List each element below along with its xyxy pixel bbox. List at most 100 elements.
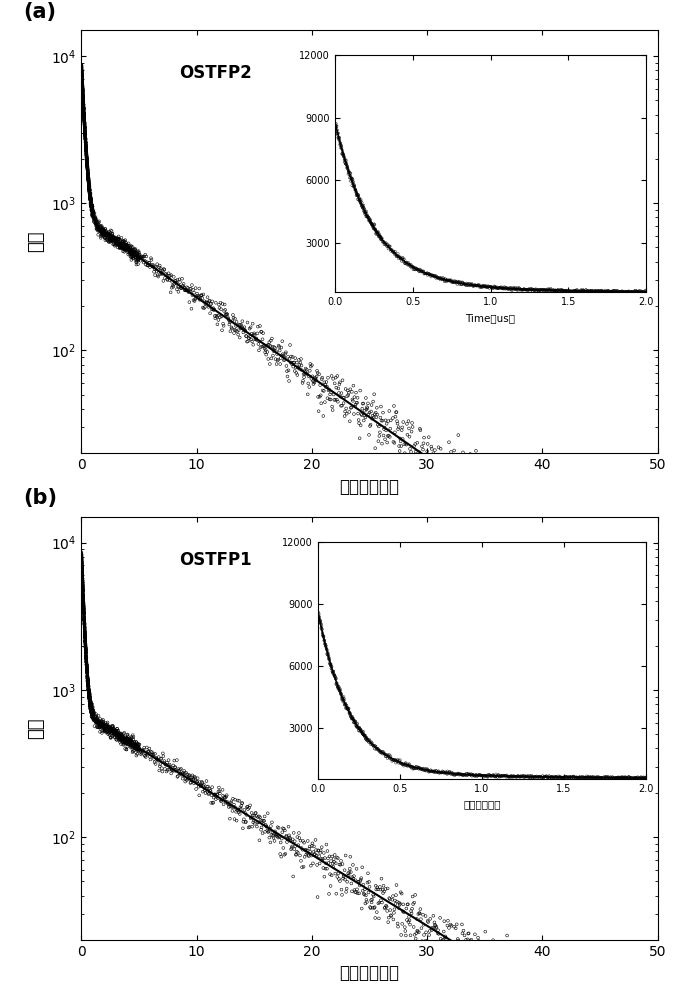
Point (439, 460, 450, 476)
Point (367, 394, 378, 410)
Point (159, 270, 170, 286)
Point (203, 299, 214, 315)
Point (129, 736, 140, 752)
Point (313, 389, 323, 405)
Point (81, 663, 92, 679)
Point (83, 681, 94, 697)
Point (81, 653, 92, 669)
Point (338, 395, 349, 411)
Point (448, 464, 459, 480)
Point (82, 664, 93, 680)
Point (78, 602, 89, 618)
Point (78, 595, 89, 611)
Point (87, 203, 98, 219)
Point (97, 227, 108, 243)
Point (518, 950, 529, 966)
Point (123, 235, 134, 251)
Point (123, 243, 134, 259)
Point (83, 176, 94, 192)
Point (407, 447, 418, 463)
Point (76, 549, 87, 565)
Point (565, 464, 576, 480)
Point (93, 227, 104, 243)
Point (77, 64, 87, 80)
Point (78, 600, 89, 616)
Point (566, 950, 577, 966)
Point (77, 81, 88, 97)
Point (514, 945, 525, 961)
Point (644, 464, 655, 480)
Point (651, 464, 662, 480)
Point (132, 245, 142, 261)
Point (250, 331, 261, 347)
Point (410, 444, 421, 460)
Point (79, 108, 89, 124)
Point (202, 784, 213, 800)
Point (346, 384, 357, 400)
Point (502, 464, 513, 480)
Point (476, 464, 487, 480)
Point (157, 263, 168, 279)
Point (83, 676, 94, 692)
Point (574, 950, 585, 966)
Point (94, 220, 105, 236)
Point (86, 703, 97, 719)
Point (133, 741, 144, 757)
Point (121, 239, 132, 255)
Point (641, 464, 652, 480)
Point (80, 641, 91, 657)
Point (382, 903, 393, 919)
Point (508, 464, 519, 480)
Point (389, 435, 400, 451)
Point (76, 57, 87, 73)
Point (79, 615, 89, 631)
Point (602, 464, 613, 480)
Point (378, 878, 389, 894)
Point (101, 226, 112, 242)
Point (82, 674, 93, 690)
X-axis label: 时间（微秒）: 时间（微秒） (340, 478, 399, 496)
Point (83, 177, 94, 193)
Point (487, 464, 498, 480)
Point (431, 464, 442, 480)
Point (132, 741, 143, 757)
Point (278, 840, 289, 856)
Point (598, 950, 609, 966)
Point (422, 436, 433, 452)
Point (83, 173, 94, 189)
Point (77, 64, 87, 80)
Point (86, 197, 97, 213)
Point (90, 715, 101, 731)
Point (243, 801, 254, 817)
Point (634, 950, 645, 966)
Point (343, 867, 354, 883)
Point (198, 778, 209, 794)
Point (85, 698, 96, 714)
Point (534, 950, 544, 966)
Point (494, 464, 504, 480)
Point (567, 464, 578, 480)
Point (205, 296, 216, 312)
Point (87, 202, 98, 218)
Point (290, 363, 300, 379)
Point (77, 570, 88, 586)
Point (79, 105, 89, 121)
Point (275, 846, 285, 862)
Point (567, 950, 578, 966)
Point (94, 221, 105, 237)
Point (593, 464, 604, 480)
Point (596, 950, 607, 966)
Point (401, 437, 412, 453)
Point (652, 464, 662, 480)
Point (92, 222, 102, 238)
Point (565, 464, 576, 480)
Point (334, 873, 345, 889)
Point (85, 697, 96, 713)
Point (121, 742, 132, 758)
Point (157, 760, 167, 776)
Point (85, 191, 96, 207)
Point (92, 221, 102, 237)
Point (407, 415, 418, 431)
Point (247, 808, 258, 824)
Point (119, 737, 129, 753)
